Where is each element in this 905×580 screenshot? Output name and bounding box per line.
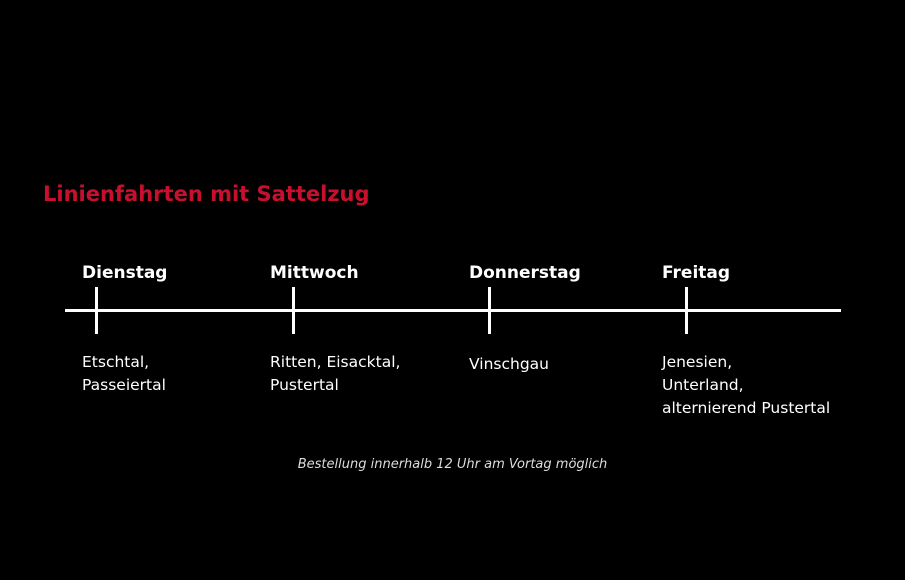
tick-freitag [685,287,688,334]
day-label-dienstag: Dienstag [82,263,168,283]
tick-donnerstag [488,287,491,334]
region-line: Unterland, [662,376,744,394]
tick-dienstag [95,287,98,334]
region-line: Etschtal, [82,353,150,371]
region-line: Jenesien, [662,353,733,371]
regions-dienstag: Etschtal, Passeiertal [82,351,166,397]
region-line: Ritten, Eisacktal, [270,353,401,371]
regions-donnerstag: Vinschgau [469,353,549,376]
regions-mittwoch: Ritten, Eisacktal, Pustertal [270,351,400,397]
region-line: alternierend Pustertal [662,399,831,417]
region-line: Vinschgau [469,355,549,373]
region-line: Passeiertal [82,376,166,394]
regions-freitag: Jenesien, Unterland, alternierend Puster… [662,351,830,420]
day-label-mittwoch: Mittwoch [270,263,359,283]
page-title: Linienfahrten mit Sattelzug [43,182,370,206]
tick-mittwoch [292,287,295,334]
order-footnote: Bestellung innerhalb 12 Uhr am Vortag mö… [297,457,608,472]
day-label-donnerstag: Donnerstag [469,263,581,283]
timeline-axis [65,309,841,312]
day-label-freitag: Freitag [662,263,731,283]
region-line: Pustertal [270,376,339,394]
